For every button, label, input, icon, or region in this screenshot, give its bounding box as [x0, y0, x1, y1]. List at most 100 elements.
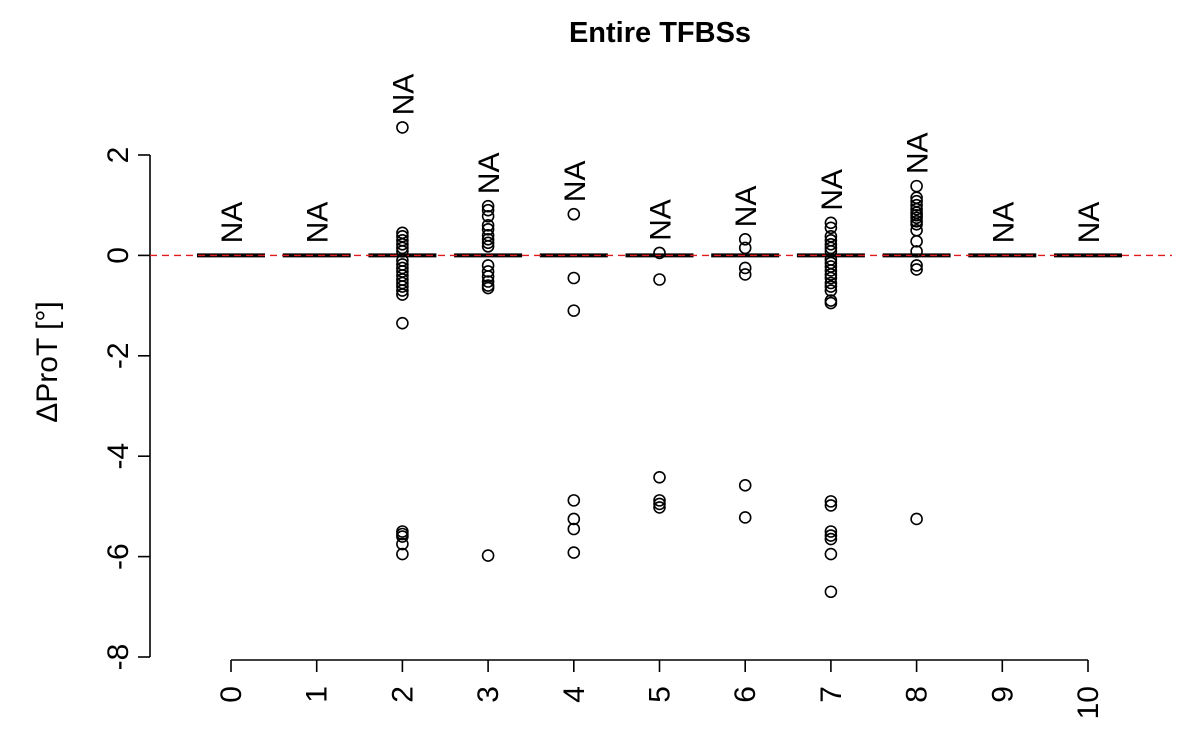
outlier-point [396, 530, 409, 543]
outlier-point [910, 259, 923, 272]
outlier-point [910, 179, 923, 193]
x-tick-label: 10 [1072, 686, 1105, 719]
outlier-point [824, 216, 838, 230]
outlier-point [824, 284, 838, 297]
outlier-point [653, 273, 666, 286]
y-axis-label: ΔProT [°] [31, 301, 64, 423]
na-label: NA [816, 169, 849, 211]
outlier-point [653, 501, 666, 514]
outlier-point [653, 494, 666, 507]
outlier-point [567, 494, 581, 507]
outlier-point [481, 222, 495, 236]
outlier-point [396, 547, 409, 561]
outlier-point [396, 537, 409, 551]
outlier-point [824, 495, 838, 508]
outlier-points [396, 121, 923, 599]
outlier-point [396, 288, 409, 301]
na-label: NA [473, 153, 506, 195]
x-tick-label: 7 [815, 686, 848, 703]
x-tick-label: 8 [901, 686, 934, 703]
outlier-point [567, 304, 581, 317]
y-tick-label: -6 [102, 543, 135, 570]
outlier-point [653, 246, 666, 260]
x-tick-label: 6 [729, 686, 762, 703]
outlier-point [481, 281, 495, 295]
outlier-point [481, 199, 495, 213]
outlier-point [738, 511, 752, 524]
y-tick-label: 2 [102, 147, 135, 164]
outlier-point [738, 233, 752, 246]
outlier-point [481, 236, 495, 250]
na-label: NA [559, 161, 592, 203]
na-label: NA [645, 199, 678, 241]
outlier-point [824, 529, 838, 542]
na-label: NA [302, 202, 335, 244]
outlier-point [738, 479, 752, 492]
x-tick-label: 5 [644, 686, 677, 703]
outlier-point [738, 241, 752, 255]
y-tick-label: 0 [102, 247, 135, 264]
outlier-point [824, 271, 838, 285]
outlier-point [481, 218, 495, 232]
outlier-point [567, 271, 581, 285]
outlier-point [481, 233, 495, 246]
outlier-point [396, 241, 409, 255]
x-axis: 0 1 2 3 4 5 6 7 8 9 10 [215, 659, 1105, 719]
outlier-point [481, 203, 495, 217]
outlier-point [910, 198, 923, 212]
outlier-point [824, 221, 838, 235]
x-tick-label: 4 [558, 686, 591, 703]
outlier-point [910, 245, 923, 258]
outlier-point [910, 211, 923, 225]
outlier-point [824, 532, 838, 546]
outlier-point [910, 512, 923, 526]
x-tick-label: 3 [472, 686, 505, 703]
outlier-point [738, 261, 752, 275]
outlier-point [396, 121, 409, 134]
na-label: NA [387, 74, 420, 116]
x-tick-label: 1 [301, 686, 334, 703]
outlier-point [481, 209, 495, 223]
outlier-point [824, 525, 838, 538]
outlier-point [396, 245, 409, 258]
outlier-point [824, 276, 838, 290]
outlier-point [567, 546, 581, 559]
outlier-point [481, 549, 495, 562]
outlier-point [910, 202, 923, 216]
outlier-point [824, 264, 838, 277]
outlier-point [824, 547, 838, 561]
outlier-point [481, 240, 495, 253]
na-label: NA [987, 202, 1020, 244]
outlier-point [396, 238, 409, 251]
outlier-point [824, 296, 838, 310]
outlier-point [738, 268, 752, 281]
outlier-point [824, 280, 838, 293]
outlier-point [653, 497, 666, 511]
outlier-point [824, 585, 838, 599]
outlier-point [567, 512, 581, 526]
outlier-point [396, 316, 409, 330]
na-label: NA [730, 186, 763, 228]
outlier-point [824, 238, 838, 251]
outlier-point [910, 217, 923, 231]
y-tick-label: -8 [102, 644, 135, 671]
y-tick-label: -4 [102, 443, 135, 470]
y-tick-label: -2 [102, 342, 135, 369]
na-label: NA [902, 132, 935, 174]
outlier-point [910, 235, 923, 248]
na-labels: NA NA NA NA NA NA NA NA NA NA NA [216, 74, 1106, 244]
y-axis: -8 -6 -4 -2 0 2 [102, 147, 151, 671]
outlier-point [481, 275, 495, 288]
x-tick-label: 2 [386, 686, 419, 703]
na-label: NA [216, 202, 249, 244]
x-tick-label: 9 [986, 686, 1019, 703]
na-label: NA [1073, 202, 1106, 244]
outlier-point [396, 284, 409, 297]
outlier-point [824, 499, 838, 512]
chart-title: Entire TFBSs [569, 17, 751, 49]
outlier-point [910, 263, 923, 276]
outlier-point [824, 268, 838, 281]
outlier-point [567, 522, 581, 536]
x-tick-label: 0 [215, 686, 248, 703]
